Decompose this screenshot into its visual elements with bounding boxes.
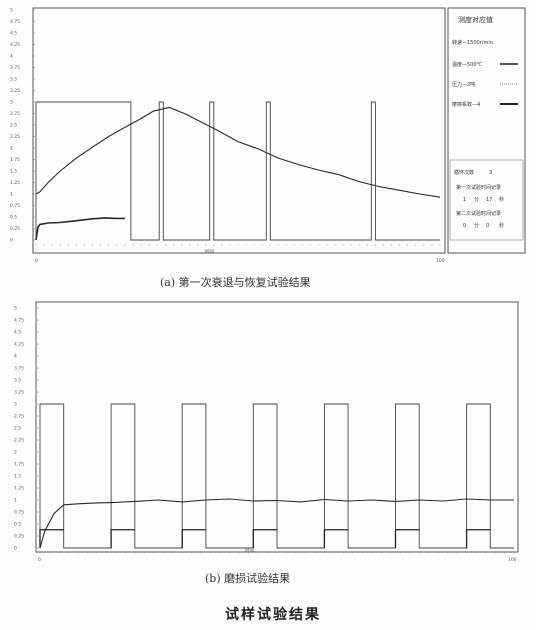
- chart-b-y-tick: 2: [14, 450, 17, 456]
- chart-a-series-pressure: [35, 101, 440, 241]
- chart-a-y-tick: 3.5: [10, 77, 17, 83]
- chart-b-y-tick: 4.5: [14, 330, 21, 336]
- chart-b-series-friction: [110, 529, 135, 548]
- chart-b-y-tick: 3.25: [14, 390, 24, 396]
- chart-a-y-tick: 0: [10, 238, 13, 244]
- info-box: [449, 159, 524, 241]
- cycle-label: 循环次数: [454, 169, 474, 176]
- chart-b-y-tick: 4: [14, 354, 17, 360]
- record2-min-unit: 分: [474, 222, 479, 229]
- chart-a-y-tick: 4: [10, 54, 13, 60]
- chart-a-y-tick: 5: [10, 8, 13, 14]
- chart-b-series-friction: [181, 529, 206, 548]
- record2-min: 0: [463, 223, 466, 229]
- record2-label: 第二次试验时间记录: [456, 210, 501, 217]
- legend-item-speed: 转速—1500r/min: [452, 39, 493, 46]
- chart-b-series-friction: [39, 529, 64, 548]
- chart-b-y-tick: 2.25: [14, 438, 24, 444]
- chart-b-y-tick: 2.5: [14, 426, 21, 432]
- chart-b-plot-area: [39, 403, 514, 549]
- chart-b-series-pressure: [39, 403, 514, 549]
- chart-b-series-friction: [394, 529, 420, 548]
- chart-b-y-tick: 1.75: [14, 462, 24, 468]
- chart-a-y-tick: 0.5: [10, 215, 17, 221]
- chart-a-x-tick-0: 0: [35, 258, 38, 264]
- chart-a-y-tick: 1: [10, 192, 13, 198]
- chart-a-y-tick: 0.75: [10, 203, 20, 209]
- chart-a-y-tick: 1.5: [10, 169, 17, 175]
- chart-b-y-axis: 0 0.25 0.5 0.75 1 1.25 1.5 1.75 2 2.25 2.5 2.75 3 3.2…: [14, 306, 515, 554]
- chart-b-x-label: 时间: [245, 547, 254, 554]
- chart-a-x-label: 时间: [205, 248, 214, 255]
- chart-a-y-tick: 2.25: [10, 134, 20, 140]
- figure-title: 试样试验结果: [225, 606, 321, 623]
- legend-item-friction: 摩擦系数—4: [452, 101, 480, 108]
- chart-b-series-friction: [252, 529, 277, 548]
- chart-b-y-tick: 0.25: [14, 534, 24, 540]
- chart-b-y-tick: 1.5: [14, 474, 21, 480]
- chart-a-y-tick: 1.75: [10, 157, 20, 163]
- chart-a-plot-area: [35, 101, 441, 241]
- chart-a-y-tick: 3.25: [10, 88, 20, 94]
- chart-a-y-tick: 3.75: [10, 65, 20, 71]
- chart-a: 0 0.25 0.5 0.75 1 1.25 1.5 1.75 2 2.25 2.5 2.75 3 3.2…: [10, 7, 526, 264]
- chart-b-series-friction: [465, 529, 491, 548]
- record2-sec: 0: [486, 223, 489, 229]
- legend-item-temperature: 温度—500℃: [452, 61, 483, 68]
- chart-b-y-tick: 1.25: [14, 486, 24, 492]
- chart-b-y-tick: 0: [14, 546, 17, 552]
- record1-sec: 17: [486, 197, 492, 203]
- record2-sec-unit: 秒: [499, 222, 504, 229]
- chart-b-y-tick: 4.75: [14, 318, 24, 324]
- record1-sec-unit: 秒: [499, 196, 504, 203]
- chart-a-side-panel: [447, 7, 526, 254]
- chart-b-caption: (b) 磨损试验结果: [205, 571, 290, 585]
- cycle-value: 3: [489, 170, 492, 176]
- chart-b-y-tick: 2.75: [14, 414, 24, 420]
- chart-b-y-tick: 1: [14, 498, 17, 504]
- chart-b-y-tick: 3: [14, 402, 17, 408]
- chart-a-y-tick: 3: [10, 100, 13, 106]
- record1-min-unit: 分: [474, 196, 479, 203]
- record1-min: 1: [463, 197, 466, 203]
- chart-a-x-tick-100: 100: [436, 258, 445, 264]
- record1-label: 第一次试验时间记录: [456, 184, 501, 191]
- chart-a-y-tick: 2.75: [10, 111, 20, 117]
- chart-b-y-tick: 4.25: [14, 342, 24, 348]
- chart-b: 0 0.25 0.5 0.75 1 1.25 1.5 1.75 2 2.25 2.5 2.75 3 3.2…: [14, 301, 519, 563]
- chart-b-y-tick: 0.75: [14, 510, 24, 516]
- chart-a-y-tick: 0.25: [10, 226, 20, 232]
- chart-a-y-tick: 4.5: [10, 31, 17, 37]
- chart-a-series-friction: [35, 217, 125, 241]
- legend-title: 测度对应值: [458, 15, 493, 24]
- chart-b-y-tick: 5: [14, 306, 17, 312]
- chart-a-y-tick: 2: [10, 146, 13, 152]
- chart-a-y-tick: 4.75: [10, 19, 20, 25]
- chart-b-series-temperature: [39, 498, 514, 549]
- chart-a-y-tick: 1.25: [10, 180, 20, 186]
- chart-b-series-friction: [323, 529, 349, 548]
- chart-b-y-tick: 3.75: [14, 366, 24, 372]
- chart-b-x-tick-0: 0: [38, 557, 41, 563]
- chart-a-y-axis: 0 0.25 0.5 0.75 1 1.25 1.5 1.75 2 2.25 2.5 2.75 3 3.2…: [10, 8, 441, 246]
- chart-a-series-temperature: [35, 106, 441, 198]
- chart-b-y-tick: 0.5: [14, 522, 21, 528]
- chart-b-x-tick-100: 100: [508, 557, 517, 563]
- chart-a-caption: (a) 第一次衰退与恢复试验结果: [160, 275, 311, 289]
- chart-a-y-tick: 4.25: [10, 42, 20, 48]
- legend-item-pressure: 压力—2吨: [452, 81, 475, 88]
- chart-a-frame: [32, 7, 446, 254]
- chart-a-y-tick: 2.5: [10, 123, 17, 129]
- chart-b-y-tick: 3.5: [14, 378, 21, 384]
